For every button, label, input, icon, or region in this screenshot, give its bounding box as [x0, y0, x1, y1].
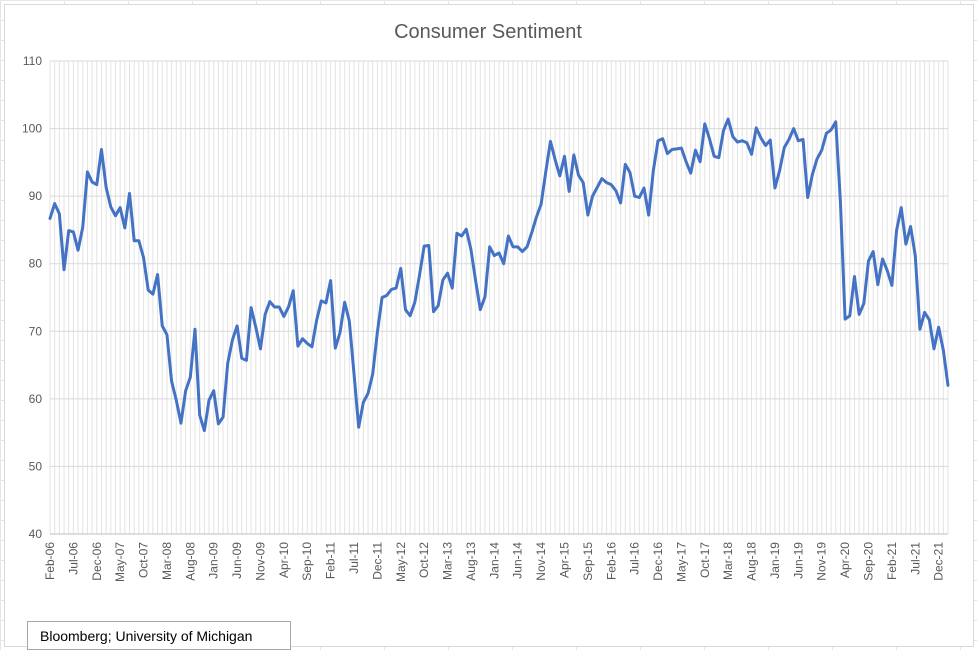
x-tick-label: Apr-15: [557, 542, 571, 578]
y-tick-label: 60: [29, 392, 43, 406]
x-tick-label: Jul-16: [628, 542, 642, 575]
x-tick-label: Jul-11: [347, 542, 361, 574]
x-tick-label: Nov-09: [253, 542, 267, 581]
x-tick-label: Sep-20: [861, 542, 875, 581]
x-tick-label: Oct-12: [417, 542, 431, 578]
x-tick-label: Mar-08: [160, 542, 174, 580]
x-tick-label: Jul-21: [908, 542, 922, 575]
x-tick-label: Sep-15: [581, 542, 595, 581]
x-tick-label: Mar-13: [441, 542, 455, 580]
x-tick-label: May-17: [674, 542, 688, 582]
x-tick-label: Dec-06: [90, 542, 104, 581]
x-tick-label: Aug-08: [183, 542, 197, 581]
x-tick-label: Jan-14: [487, 542, 501, 579]
y-tick-label: 90: [29, 189, 43, 203]
x-tick-label: Oct-07: [137, 542, 151, 578]
x-tick-label: Dec-11: [370, 542, 384, 580]
x-tick-label: Oct-17: [698, 542, 712, 578]
chart-area[interactable]: Consumer Sentiment 40 50 60 70 80 90 100 110 Feb…: [4, 4, 974, 650]
y-tick-label: 110: [23, 54, 42, 68]
x-tick-label: Sep-10: [300, 542, 314, 581]
y-tick-label: 40: [29, 527, 43, 541]
y-tick-label: 70: [29, 324, 43, 338]
x-tick-label: Aug-13: [464, 542, 478, 581]
gridlines: [49, 60, 949, 535]
y-tick-label: 50: [29, 459, 43, 473]
axes: 40 50 60 70 80 90 100 110 Feb-06 Jul-06 Dec-06 May-…: [22, 54, 948, 582]
x-tick-label: May-12: [394, 542, 408, 582]
x-tick-label: May-07: [113, 542, 127, 582]
line-chart: Consumer Sentiment 40 50 60 70 80 90 100 110 Feb…: [22, 21, 950, 582]
x-tick-label: Jul-06: [66, 542, 80, 575]
y-tick-label: 80: [29, 257, 43, 271]
x-tick-label: Feb-16: [604, 542, 618, 580]
consumer-sentiment-line: [48, 117, 950, 433]
x-tick-label: Feb-06: [43, 542, 57, 580]
x-tick-label: Jun-09: [230, 542, 244, 579]
x-tick-label: Jun-14: [511, 542, 525, 579]
x-tick-label: Nov-19: [815, 542, 829, 581]
chart-title: Consumer Sentiment: [394, 21, 582, 43]
x-tick-label: Jan-09: [207, 542, 221, 579]
y-tick-label: 100: [22, 122, 42, 136]
x-tick-label: Nov-14: [534, 542, 548, 581]
x-tick-label: Apr-20: [838, 542, 852, 578]
series-lines: [48, 117, 950, 433]
x-tick-label: Feb-21: [885, 542, 899, 580]
x-tick-label: Apr-10: [277, 542, 291, 578]
x-tick-label: Jan-19: [768, 542, 782, 579]
x-tick-label: Jun-19: [791, 542, 805, 579]
source-note: Bloomberg; University of Michigan: [27, 621, 291, 650]
x-tick-label: Dec-16: [651, 542, 665, 581]
x-tick-label: Dec-21: [932, 542, 946, 581]
x-tick-label: Feb-11: [324, 542, 338, 579]
x-tick-label: Mar-18: [721, 542, 735, 580]
x-tick-label: Aug-18: [745, 542, 759, 581]
